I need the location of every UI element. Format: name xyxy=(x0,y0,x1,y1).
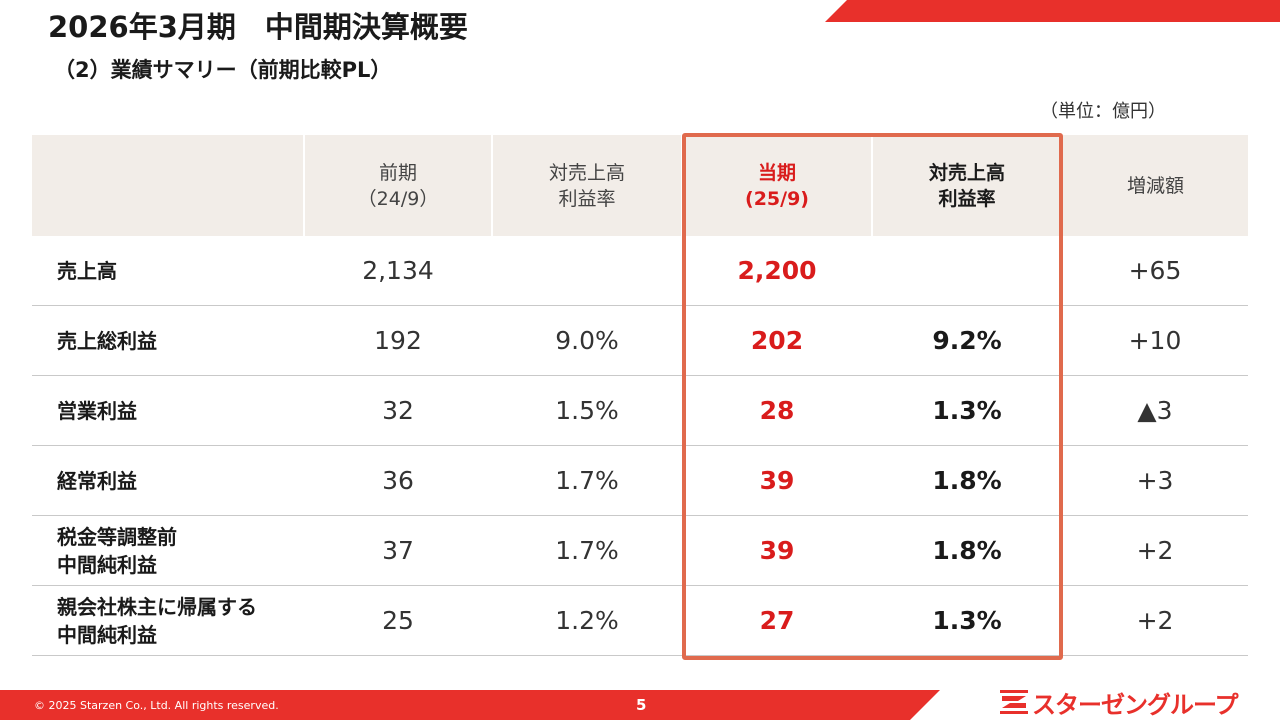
company-logo: スターゼングループ xyxy=(1000,688,1239,719)
current-value: 27 xyxy=(682,585,872,656)
change-value: ▲3 xyxy=(1062,375,1248,446)
prev-rate: 1.7% xyxy=(492,515,682,586)
current-rate: 9.2% xyxy=(872,305,1062,376)
current-value: 2,200 xyxy=(682,236,872,306)
row-label: 売上高 xyxy=(32,236,304,306)
prev-rate: 9.0% xyxy=(492,305,682,376)
prev-value: 32 xyxy=(304,375,492,446)
current-rate xyxy=(872,236,1062,306)
prev-value: 36 xyxy=(304,445,492,516)
footer-bar xyxy=(0,690,940,720)
top-right-decoration-bar xyxy=(825,0,1280,22)
prev-rate: 1.5% xyxy=(492,375,682,446)
row-label: 親会社株主に帰属する 中間純利益 xyxy=(32,585,304,656)
table-header-row: 前期 （24/9） 対売上高 利益率 当期 (25/9) 対売上高 利益率 増減額 xyxy=(32,135,1248,236)
current-rate: 1.3% xyxy=(872,585,1062,656)
unit-note: （単位：億円） xyxy=(1040,101,1166,122)
prev-value: 25 xyxy=(304,585,492,656)
header-prev-period: 前期 （24/9） xyxy=(304,135,493,236)
change-value: +10 xyxy=(1062,305,1248,376)
copyright-text: © 2025 Starzen Co., Ltd. All rights rese… xyxy=(34,699,279,712)
starzen-logo-icon xyxy=(1000,690,1028,714)
row-label: 税金等調整前 中間純利益 xyxy=(32,515,304,586)
header-label-col xyxy=(32,135,305,236)
current-value: 28 xyxy=(682,375,872,446)
prev-value: 37 xyxy=(304,515,492,586)
header-current-rate: 対売上高 利益率 xyxy=(872,135,1063,236)
header-current-period: 当期 (25/9) xyxy=(682,135,873,236)
prev-rate: 1.2% xyxy=(492,585,682,656)
table-row: 税金等調整前 中間純利益 37 1.7% 39 1.8% +2 xyxy=(32,515,1248,586)
row-label: 営業利益 xyxy=(32,375,304,446)
pl-summary-table: 前期 （24/9） 対売上高 利益率 当期 (25/9) 対売上高 利益率 増減額 売上… xyxy=(32,135,1248,656)
prev-rate xyxy=(492,236,682,306)
change-value: +3 xyxy=(1062,445,1248,516)
prev-value: 192 xyxy=(304,305,492,376)
prev-rate: 1.7% xyxy=(492,445,682,516)
page-subtitle: （2）業績サマリー（前期比較PL） xyxy=(54,58,392,82)
table-row: 売上総利益 192 9.0% 202 9.2% +10 xyxy=(32,305,1248,376)
header-prev-rate: 対売上高 利益率 xyxy=(492,135,683,236)
change-value: +2 xyxy=(1062,585,1248,656)
table-row: 親会社株主に帰属する 中間純利益 25 1.2% 27 1.3% +2 xyxy=(32,585,1248,656)
row-label: 経常利益 xyxy=(32,445,304,516)
current-rate: 1.8% xyxy=(872,515,1062,586)
header-change: 増減額 xyxy=(1062,135,1248,236)
page-title: 2026年3月期 中間期決算概要 xyxy=(48,10,468,44)
page-number: 5 xyxy=(636,696,647,714)
current-value: 39 xyxy=(682,445,872,516)
current-value: 202 xyxy=(682,305,872,376)
change-value: +65 xyxy=(1062,236,1248,306)
change-value: +2 xyxy=(1062,515,1248,586)
current-rate: 1.3% xyxy=(872,375,1062,446)
current-value: 39 xyxy=(682,515,872,586)
current-rate: 1.8% xyxy=(872,445,1062,516)
logo-text: スターゼングループ xyxy=(1032,690,1239,719)
prev-value: 2,134 xyxy=(304,236,492,306)
table-row: 経常利益 36 1.7% 39 1.8% +3 xyxy=(32,445,1248,516)
table-row: 営業利益 32 1.5% 28 1.3% ▲3 xyxy=(32,375,1248,446)
row-label: 売上総利益 xyxy=(32,305,304,376)
table-row: 売上高 2,134 2,200 +65 xyxy=(32,236,1248,306)
